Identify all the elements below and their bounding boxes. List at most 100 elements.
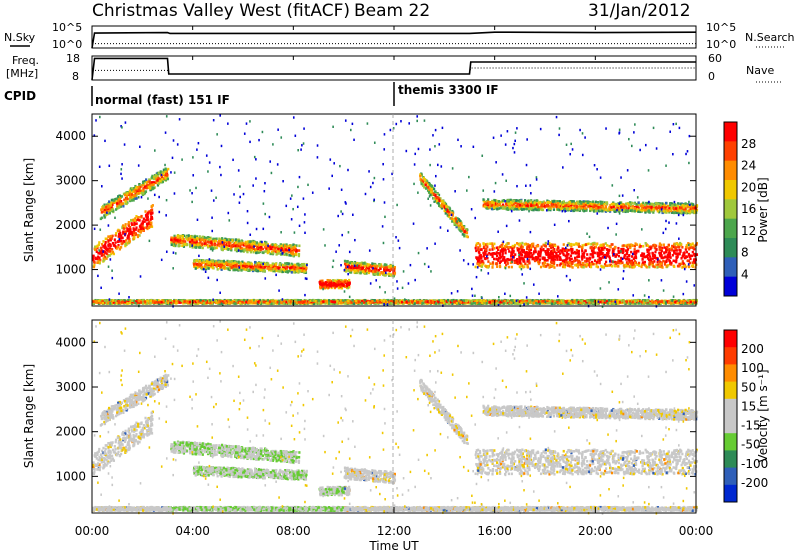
power-cell	[591, 262, 595, 266]
power-cell	[263, 242, 266, 245]
power-cell	[549, 264, 552, 268]
power-cell	[584, 203, 587, 207]
nsearch-tick-top: 10^5	[706, 21, 736, 34]
power-cell	[641, 263, 644, 266]
power-cell	[145, 186, 148, 190]
power-cell	[602, 243, 605, 246]
power-cell	[392, 272, 395, 275]
power-cell	[665, 249, 668, 253]
power-cell	[686, 209, 689, 213]
power-cell	[325, 285, 328, 289]
nave-tick-top: 60	[708, 52, 722, 65]
power-cell	[453, 222, 456, 225]
power-cell	[544, 245, 547, 248]
power-cell	[124, 200, 127, 203]
power-cell	[114, 208, 118, 211]
power-cell	[306, 302, 309, 306]
power-cell	[228, 263, 231, 267]
power-cell	[129, 228, 132, 231]
power-cell	[532, 250, 536, 253]
power-cell	[99, 217, 102, 221]
power-cell	[634, 242, 637, 245]
power-cell	[274, 246, 277, 250]
power-cell	[587, 205, 590, 208]
power-cell	[528, 251, 531, 255]
power-cell	[601, 251, 604, 255]
power-cell	[496, 248, 500, 251]
power-cell	[194, 246, 197, 249]
power-cell	[524, 202, 528, 205]
power-cell	[642, 252, 646, 256]
power-cell	[550, 245, 553, 248]
power-cell	[576, 259, 579, 262]
power-cell	[551, 243, 554, 247]
power-cell	[682, 262, 685, 265]
power-cell	[206, 240, 209, 244]
power-cell	[662, 259, 665, 263]
power-cell	[285, 270, 288, 274]
power-cell	[543, 257, 546, 260]
power-cell	[571, 266, 574, 269]
power-cell	[290, 262, 293, 266]
power-cell	[156, 178, 159, 182]
power-cell	[491, 266, 494, 269]
power-cell	[179, 234, 182, 238]
power-cell	[635, 209, 638, 213]
power-cell	[691, 250, 694, 254]
power-cell	[555, 205, 558, 209]
power-cell	[107, 253, 110, 257]
power-cell	[122, 204, 125, 208]
power-cell	[628, 258, 631, 261]
power-cell	[391, 274, 394, 278]
power-cell	[665, 207, 668, 211]
power-cell	[546, 199, 549, 203]
power-cell	[103, 215, 107, 219]
power-cell	[519, 253, 522, 256]
power-cell	[271, 268, 274, 271]
figure-title: Christmas Valley West (fitACF)	[92, 1, 350, 21]
power-cell	[374, 270, 377, 273]
power-cell	[629, 265, 633, 268]
power-cell	[270, 250, 274, 254]
power-cell	[604, 253, 607, 257]
power-cell	[443, 206, 446, 209]
power-cell	[590, 208, 594, 212]
power-cell	[350, 266, 353, 270]
power-cell	[525, 203, 528, 207]
power-cell	[240, 269, 243, 272]
power-cell	[365, 272, 368, 275]
power-cell	[583, 207, 587, 210]
power-cell	[451, 209, 454, 213]
power-cell	[458, 228, 461, 232]
power-cell	[252, 250, 255, 254]
power-cell	[105, 205, 108, 209]
power-cell	[155, 175, 158, 178]
power-cell	[630, 250, 633, 254]
power-cell	[251, 246, 254, 249]
power-cell	[443, 202, 446, 205]
power-cell	[149, 187, 152, 190]
power-cell	[253, 242, 256, 246]
power-cell	[267, 247, 270, 251]
power-cell	[438, 199, 441, 202]
power-cell	[496, 258, 499, 261]
power-cell	[570, 257, 573, 261]
power-cell	[565, 248, 568, 251]
power-cell	[634, 261, 637, 265]
power-cell	[439, 197, 442, 200]
power-cell	[440, 206, 444, 210]
power-cell	[648, 264, 651, 267]
power-cell	[648, 259, 652, 262]
power-cell	[210, 265, 213, 269]
power-cell	[215, 261, 219, 265]
power-cell	[676, 209, 679, 213]
power-cell	[685, 211, 688, 215]
power-cell	[608, 244, 611, 248]
power-cell	[510, 265, 513, 269]
power-cell	[359, 267, 362, 271]
power-cell	[655, 248, 658, 251]
power-cell	[617, 259, 620, 262]
power-cell	[200, 265, 204, 269]
power-cell	[555, 256, 559, 259]
power-cell	[117, 195, 120, 198]
